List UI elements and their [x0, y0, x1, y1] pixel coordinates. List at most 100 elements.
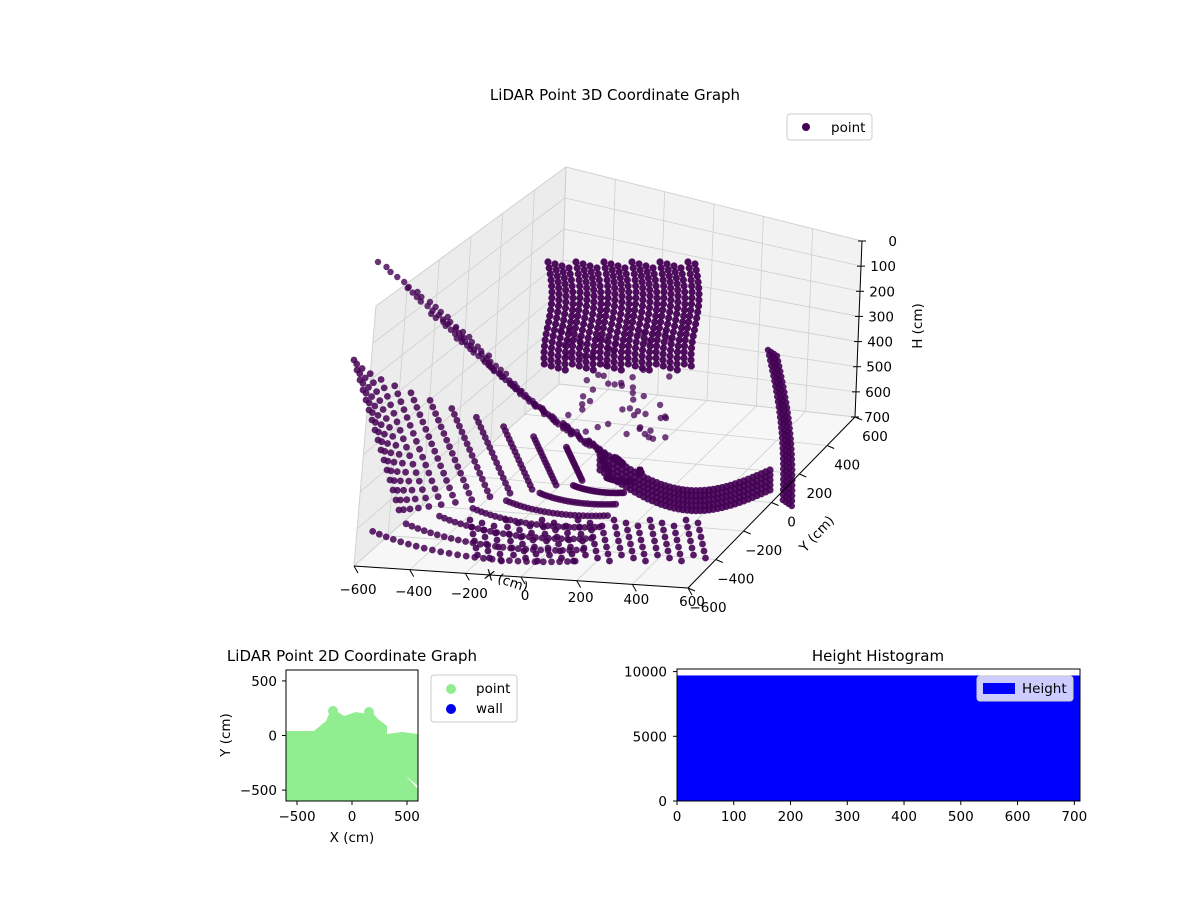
point-marker [624, 342, 633, 350]
point-marker [693, 272, 701, 280]
chart-3d-scatter: LiDAR Point 3D Coordinate Graph −600 −400… [339, 86, 926, 616]
point-marker [638, 358, 646, 366]
point-marker [640, 550, 648, 558]
point-marker [565, 338, 572, 346]
point-marker [548, 338, 556, 346]
point-marker [567, 431, 574, 438]
point-marker [555, 284, 563, 292]
point-marker [626, 405, 634, 412]
point-marker [672, 316, 680, 324]
point-marker [493, 536, 501, 544]
point-marker [471, 537, 478, 545]
point-marker [590, 292, 598, 300]
point-marker [673, 310, 681, 318]
x-tick-mark [353, 565, 359, 574]
point-marker [602, 270, 610, 278]
point-marker [631, 362, 639, 370]
y-axis-label-2d: Y (cm) [218, 713, 234, 758]
point-marker [376, 397, 384, 404]
point-marker [681, 288, 689, 296]
point-marker [697, 533, 705, 541]
legend-2d-marker-point [446, 684, 456, 694]
point-marker [564, 529, 571, 537]
point-marker [583, 296, 591, 304]
point-marker [528, 486, 536, 493]
point-marker [673, 536, 681, 544]
point-marker [664, 547, 672, 555]
point-marker [405, 540, 412, 548]
chart-2d-scatter: LiDAR Point 2D Coordinate Graph −500 0 500… [218, 647, 518, 846]
point-marker [618, 551, 625, 559]
point-marker [632, 282, 640, 290]
x-tick-label-2d: 0 [348, 809, 357, 825]
point-marker [446, 443, 453, 451]
point-marker [554, 352, 562, 360]
point-marker [636, 529, 643, 537]
point-marker [660, 288, 668, 296]
point-marker [462, 552, 470, 560]
point-marker [563, 352, 570, 359]
point-marker [666, 373, 673, 380]
point-marker [414, 525, 422, 532]
point-marker [680, 348, 688, 356]
y-tick-mark [771, 502, 779, 506]
point-marker [383, 263, 390, 271]
point-blob-left [328, 706, 338, 716]
point-marker [554, 308, 562, 316]
point-marker [437, 308, 444, 316]
point-marker [610, 278, 618, 286]
x-tick-label-2d: 500 [394, 809, 420, 825]
point-marker [636, 320, 644, 328]
point-marker [387, 467, 395, 475]
point-marker [657, 264, 665, 272]
z-tick-label: 400 [867, 335, 893, 351]
point-marker [603, 300, 612, 308]
point-marker [617, 366, 625, 374]
point-marker [540, 342, 549, 350]
point-marker [676, 330, 685, 338]
point-marker [378, 438, 386, 446]
point-marker [562, 286, 570, 294]
point-marker [506, 489, 514, 497]
point-marker [675, 336, 683, 344]
point-marker [528, 529, 535, 537]
point-marker [526, 522, 534, 530]
point-marker [610, 358, 618, 366]
point-marker [614, 262, 622, 270]
point-marker [687, 300, 696, 308]
point-marker [518, 387, 525, 395]
point-marker [538, 516, 546, 524]
point-marker [573, 264, 581, 272]
point-marker [389, 433, 397, 440]
point-marker [637, 272, 645, 280]
point-marker [687, 306, 695, 314]
point-marker [679, 318, 687, 326]
point-marker [676, 550, 684, 558]
point-marker [452, 499, 459, 506]
point-marker [575, 306, 583, 314]
plot-frame-histogram [676, 668, 1081, 802]
point-marker [579, 406, 586, 413]
point-marker [555, 540, 562, 548]
point-marker [550, 519, 558, 527]
point-marker [534, 557, 541, 565]
point-marker [540, 523, 547, 531]
point-marker [630, 412, 638, 419]
point-marker [460, 334, 467, 341]
point-marker [522, 554, 529, 562]
point-marker [667, 296, 675, 304]
point-marker [427, 529, 434, 537]
point-marker [426, 298, 434, 306]
point-marker [481, 434, 489, 441]
point-marker [413, 404, 421, 411]
point-marker [420, 527, 428, 535]
point-marker [610, 516, 618, 524]
legend-2d-label-point: point [476, 681, 510, 697]
point-marker [661, 533, 669, 541]
z-tick-label: 200 [869, 284, 895, 300]
point-marker [419, 418, 427, 426]
point-marker [625, 533, 633, 541]
point-marker [543, 324, 552, 332]
point-marker [536, 403, 543, 411]
point-marker [393, 468, 401, 475]
